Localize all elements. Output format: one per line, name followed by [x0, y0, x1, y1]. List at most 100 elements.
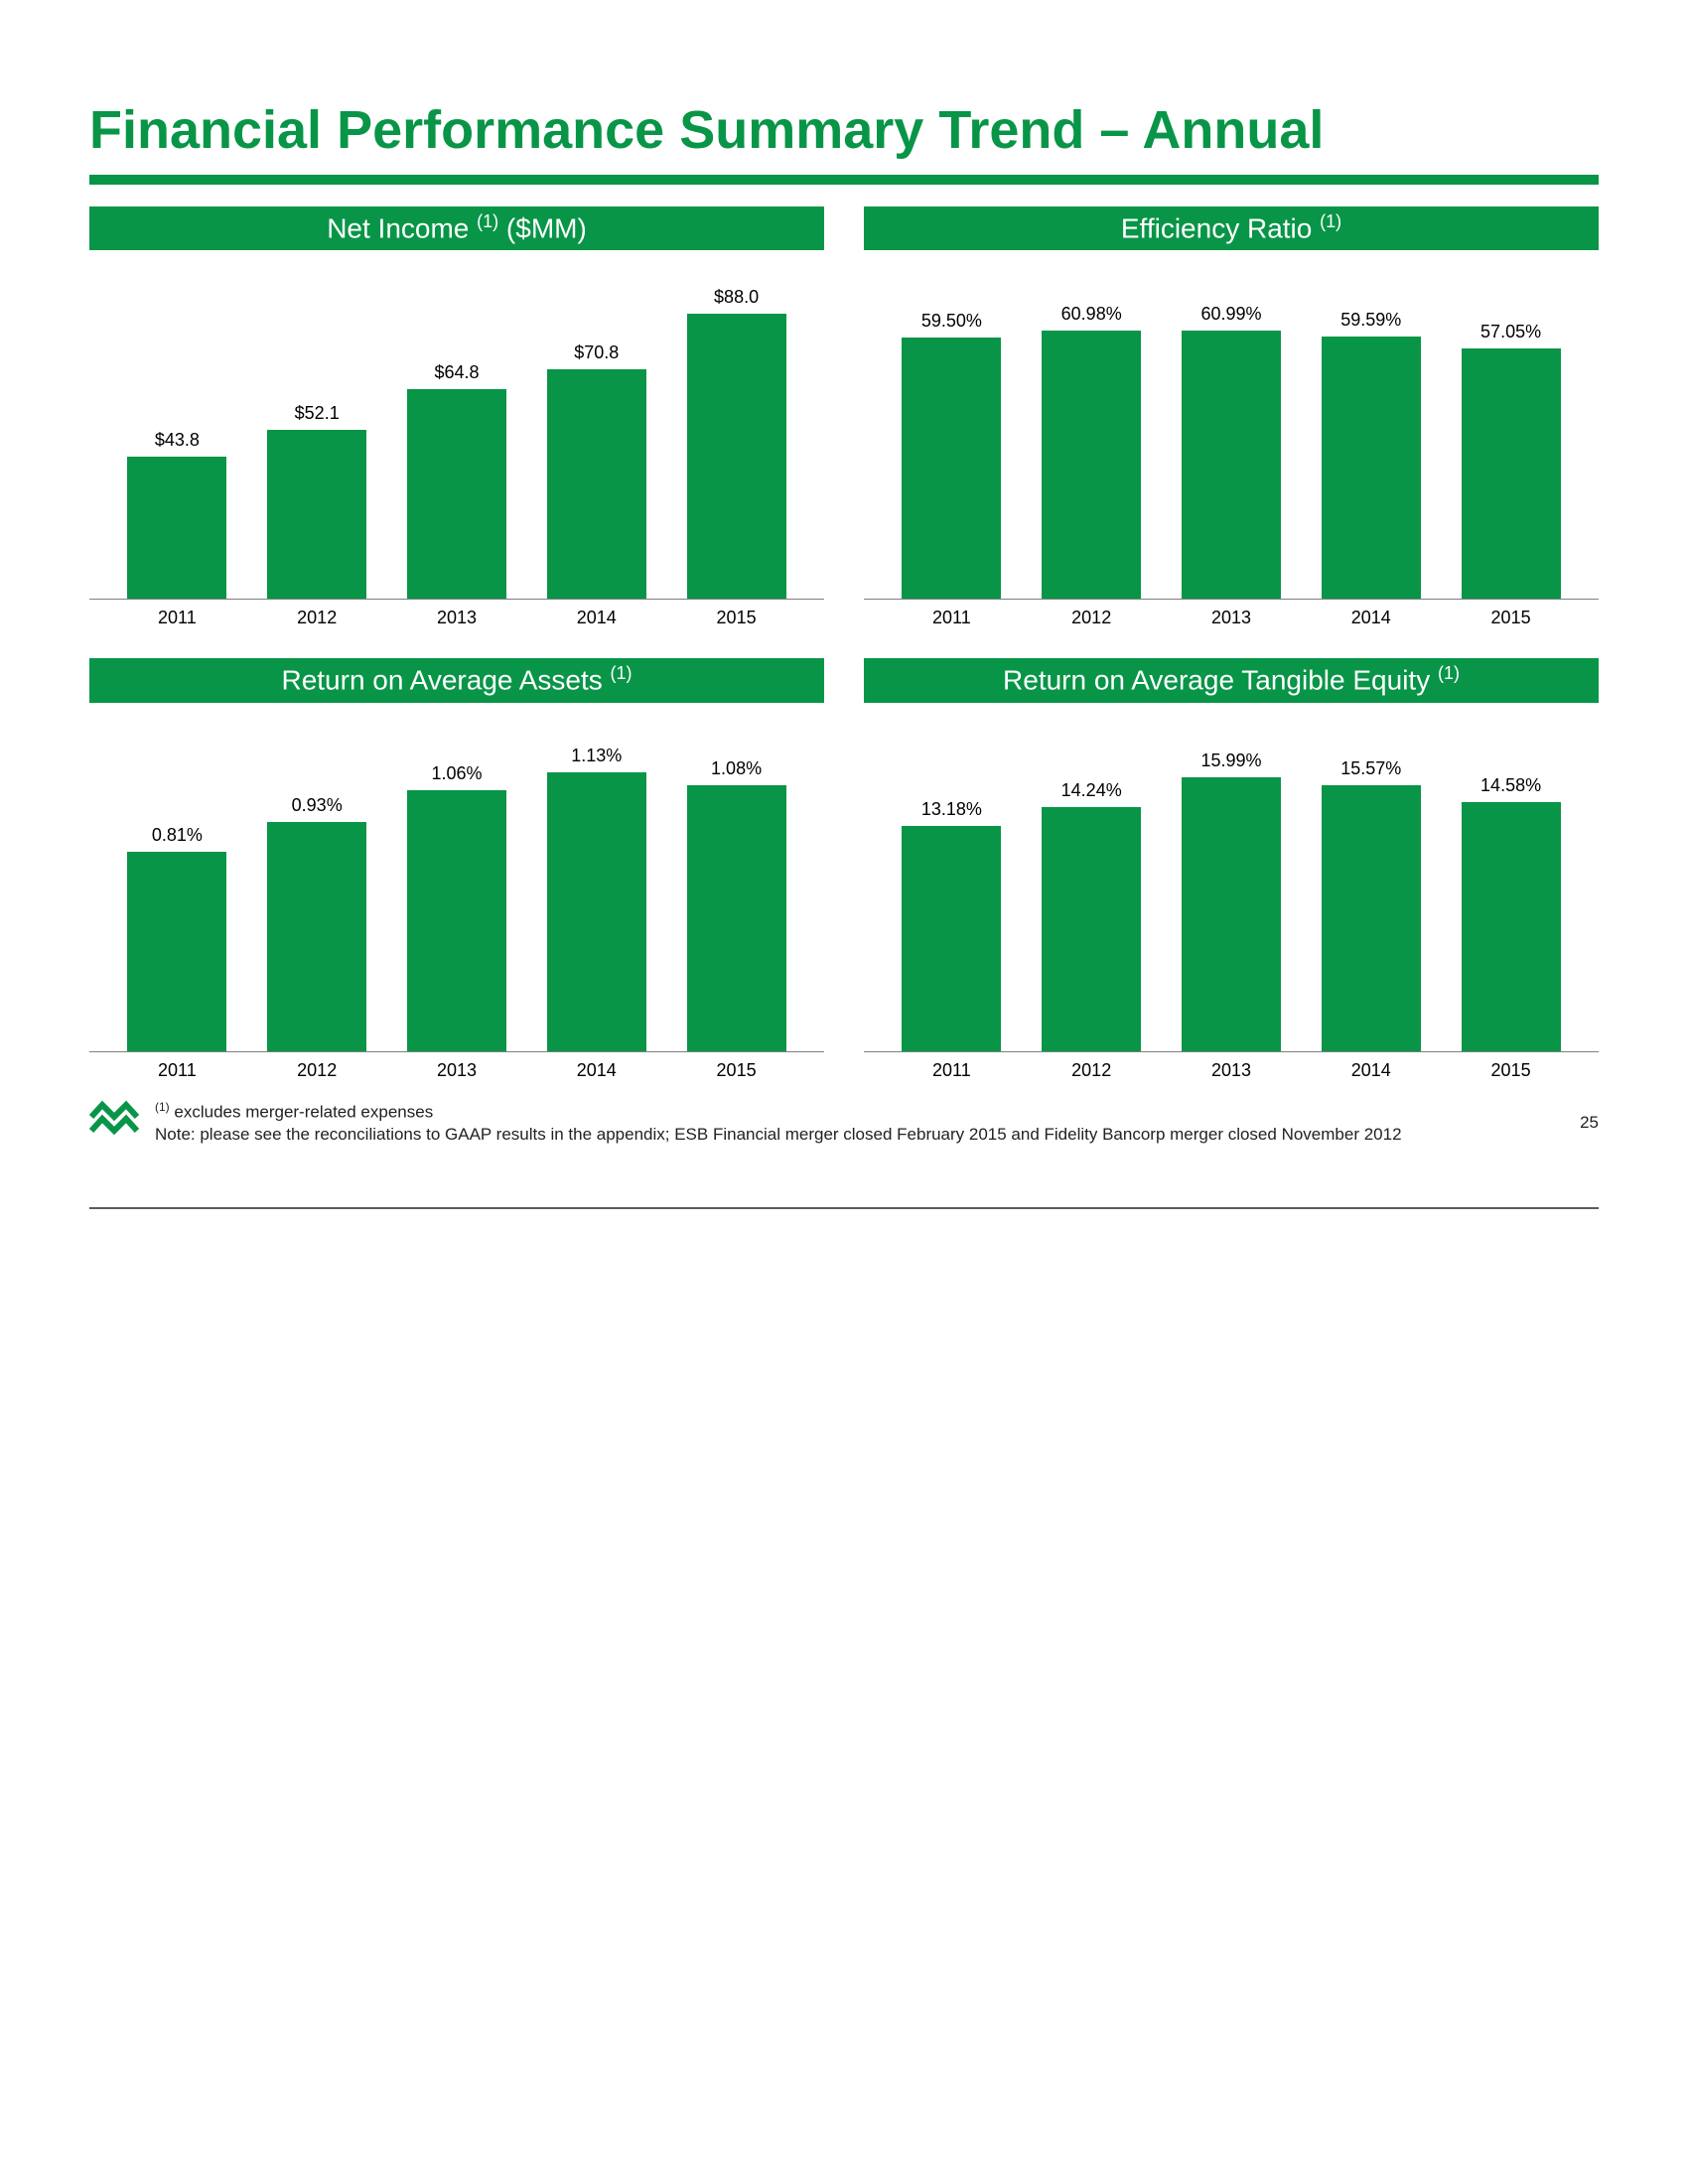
bars-row: 59.50% 60.98% 60.99% 59.59% 57.05% — [864, 262, 1599, 599]
bar — [1182, 331, 1281, 599]
bar-value-label: 15.99% — [1200, 751, 1261, 771]
bar-value-label: $70.8 — [574, 342, 619, 363]
x-axis-labels: 20112012201320142015 — [89, 1052, 824, 1081]
bars-row: $43.8 $52.1 $64.8 $70.8 $88.0 — [89, 262, 824, 599]
x-axis-label: 2014 — [1317, 608, 1426, 628]
bar-wrap: 15.99% — [1177, 751, 1286, 1050]
bar-value-label: 59.50% — [921, 311, 982, 332]
footer-row: (1) excludes merger-related expenses Not… — [89, 1099, 1599, 1148]
bar — [1462, 802, 1561, 1051]
chart-net-income: Net Income (1) ($MM) $43.8 $52.1 $64.8 $70.8… — [89, 206, 824, 628]
bar — [1462, 348, 1561, 600]
x-axis-label: 2012 — [1037, 1060, 1146, 1081]
bar-value-label: 13.18% — [921, 799, 982, 820]
bar — [687, 785, 786, 1051]
x-axis-label: 2012 — [1037, 608, 1146, 628]
bar-value-label: $43.8 — [155, 430, 200, 451]
bar — [547, 369, 646, 599]
bar — [127, 852, 226, 1051]
bar — [902, 826, 1001, 1051]
bars-row: 13.18% 14.24% 15.99% 15.57% 14.58% — [864, 715, 1599, 1051]
chart-title-bar: Efficiency Ratio (1) — [864, 206, 1599, 250]
footnote-1-sup: (1) — [155, 1100, 170, 1114]
bar — [267, 822, 366, 1051]
bar-wrap: 1.13% — [542, 746, 651, 1050]
bar-wrap: 1.08% — [682, 758, 791, 1051]
bar-wrap: 13.18% — [897, 799, 1006, 1051]
bar-wrap: 15.57% — [1317, 758, 1426, 1051]
footnote-1-text: excludes merger-related expenses — [170, 1102, 434, 1121]
bar-value-label: 0.81% — [152, 825, 203, 846]
bar-value-label: 0.93% — [292, 795, 343, 816]
bar — [407, 389, 506, 599]
bar-wrap: 60.99% — [1177, 304, 1286, 599]
bar — [1182, 777, 1281, 1050]
x-axis-labels: 2011 2012 2013 2014 2015 — [864, 1052, 1599, 1081]
bar — [902, 338, 1001, 600]
slide-page: Financial Performance Summary Trend – An… — [0, 0, 1688, 1209]
bar — [127, 457, 226, 599]
bar-wrap: $52.1 — [262, 403, 371, 599]
chart-title-bar: Net Income (1) ($MM) — [89, 206, 824, 250]
footnote-1: (1) excludes merger-related expenses — [155, 1099, 1564, 1125]
x-axis-label: 2012 — [262, 1060, 371, 1081]
bar-value-label: 15.57% — [1340, 758, 1401, 779]
bar-wrap: $64.8 — [402, 362, 511, 599]
bar-wrap: 14.24% — [1037, 780, 1146, 1050]
chart-area: 59.50% 60.98% 60.99% 59.59% 57.05% — [864, 262, 1599, 600]
bar-wrap: 14.58% — [1457, 775, 1566, 1051]
x-axis-label: 2015 — [1457, 1060, 1566, 1081]
bar-value-label: 1.08% — [711, 758, 762, 779]
x-axis-label: 2013 — [402, 1060, 511, 1081]
x-axis-label: 2015 — [1457, 608, 1566, 628]
bar-value-label: $52.1 — [295, 403, 340, 424]
x-axis-label: 2011 — [897, 608, 1006, 628]
chart-title-bar: Return on Average Assets (1) — [89, 658, 824, 702]
x-axis-labels: 2011 2012 2013 2014 2015 — [89, 600, 824, 628]
bar-value-label: $88.0 — [714, 287, 759, 308]
bar-value-label: 1.13% — [571, 746, 622, 766]
bar — [407, 790, 506, 1051]
bar-value-label: 60.98% — [1061, 304, 1122, 325]
bar-wrap: $88.0 — [682, 287, 791, 599]
x-axis-label: 2015 — [682, 608, 791, 628]
chart-roa: Return on Average Assets (1) 0.81% 0.93% 1.… — [89, 658, 824, 1080]
bars-row: 0.81% 0.93% 1.06% 1.13% 1.08% — [89, 715, 824, 1051]
chart-rote: Return on Average Tangible Equity (1)13.… — [864, 658, 1599, 1080]
x-axis-label: 2012 — [262, 608, 371, 628]
title-underline — [89, 175, 1599, 185]
footnote-2: Note: please see the reconciliations to … — [155, 1124, 1564, 1147]
bar-value-label: 57.05% — [1480, 322, 1541, 342]
bar — [547, 772, 646, 1050]
bar-value-label: $64.8 — [434, 362, 479, 383]
x-axis-label: 2014 — [1317, 1060, 1426, 1081]
bar-value-label: 60.99% — [1200, 304, 1261, 325]
x-axis-label: 2013 — [402, 608, 511, 628]
page-number: 25 — [1580, 1113, 1599, 1133]
bar-value-label: 14.58% — [1480, 775, 1541, 796]
company-logo-icon — [89, 1099, 139, 1148]
bar — [1042, 807, 1141, 1050]
chart-area: 13.18% 14.24% 15.99% 15.57% 14.58% — [864, 715, 1599, 1052]
x-axis-label: 2011 — [897, 1060, 1006, 1081]
x-axis-label: 2014 — [542, 608, 651, 628]
bar-wrap: 0.93% — [262, 795, 371, 1051]
bar-wrap: 0.81% — [122, 825, 231, 1051]
chart-area: $43.8 $52.1 $64.8 $70.8 $88.0 — [89, 262, 824, 600]
bar — [1322, 785, 1421, 1051]
bar-value-label: 1.06% — [431, 763, 482, 784]
x-axis-label: 2013 — [1177, 1060, 1286, 1081]
x-axis-label: 2011 — [122, 608, 231, 628]
chart-area: 0.81% 0.93% 1.06% 1.13% 1.08% — [89, 715, 824, 1052]
bar-wrap: 59.50% — [897, 311, 1006, 600]
bar-wrap: 57.05% — [1457, 322, 1566, 600]
bar — [1042, 331, 1141, 599]
x-axis-labels: 2011 2012 2013 2014 2015 — [864, 600, 1599, 628]
page-bottom-rule — [89, 1207, 1599, 1209]
bar-wrap: 1.06% — [402, 763, 511, 1051]
bar-value-label: 59.59% — [1340, 310, 1401, 331]
footnotes: (1) excludes merger-related expenses Not… — [155, 1099, 1564, 1148]
bar — [1322, 337, 1421, 599]
x-axis-label: 2013 — [1177, 608, 1286, 628]
bar-wrap: $70.8 — [542, 342, 651, 599]
